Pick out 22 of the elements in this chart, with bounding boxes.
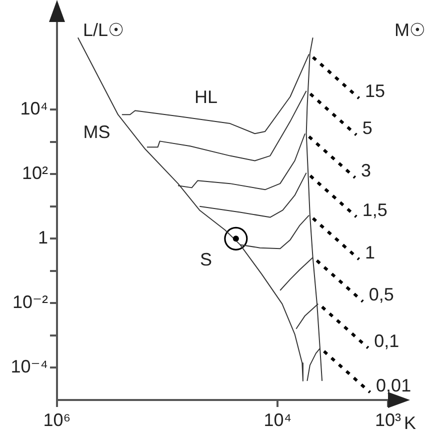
text: 5 xyxy=(362,118,372,138)
annotation: MS xyxy=(83,122,110,142)
annotation: HL xyxy=(194,86,218,107)
text: 1 xyxy=(365,242,376,262)
y-tick-label: 10⁻² xyxy=(12,292,48,312)
x-tick-label: 10³ xyxy=(374,410,402,430)
y-tick-label: 10⁴ xyxy=(20,98,48,119)
x-tick-label: 10⁴ xyxy=(264,410,292,430)
legend-title: M☉ xyxy=(394,20,426,40)
x-tick-label: 10⁶ xyxy=(43,410,71,430)
annotation: S xyxy=(200,250,212,270)
text: 1,5 xyxy=(362,200,388,220)
text: 15 xyxy=(365,81,386,102)
text: 0,1 xyxy=(374,330,400,351)
y-tick-label: 10⁻⁴ xyxy=(10,356,48,377)
y-tick-label: 1 xyxy=(38,228,48,248)
x-axis-title: K xyxy=(404,412,416,433)
y-axis-title: L/L☉ xyxy=(83,20,124,40)
text: 3 xyxy=(361,160,372,181)
y-tick-label: 10² xyxy=(22,163,48,184)
text: 0,5 xyxy=(368,284,394,305)
text: 0,01 xyxy=(376,375,412,396)
